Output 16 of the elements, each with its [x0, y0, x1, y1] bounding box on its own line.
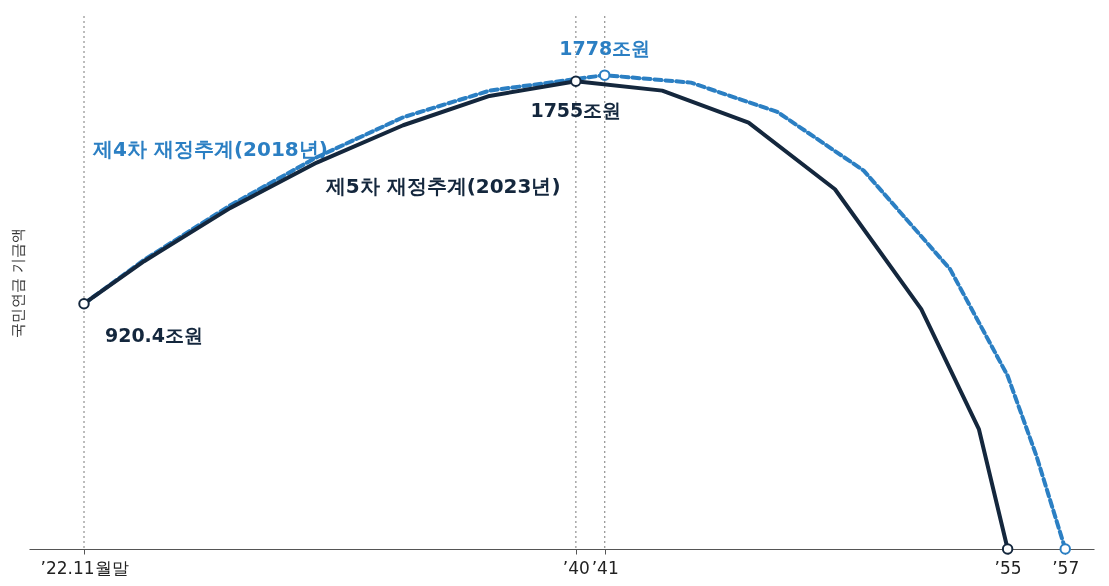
x-tick-label: ’22.11월말 [40, 557, 129, 578]
x-tick-label: ’57 [1052, 557, 1080, 578]
x-tick-label: ’55 [994, 557, 1022, 578]
y-axis-title: 국민연금 기금액 [8, 228, 27, 338]
data-label: 1778조원 [559, 37, 651, 60]
point [1059, 543, 1071, 555]
point [1001, 543, 1014, 555]
x-tick-label: ’41 [591, 557, 619, 578]
series-label: 제4차 재정추계(2018년) [92, 137, 328, 162]
x-tick-label: ’40 [562, 557, 590, 578]
point [570, 75, 582, 88]
data-label: 920.4조원 [104, 323, 204, 346]
data-label: 1755조원 [530, 99, 622, 122]
point [598, 69, 611, 81]
series-label: 제5차 재정추계(2023년) [324, 174, 561, 199]
point [78, 297, 90, 310]
